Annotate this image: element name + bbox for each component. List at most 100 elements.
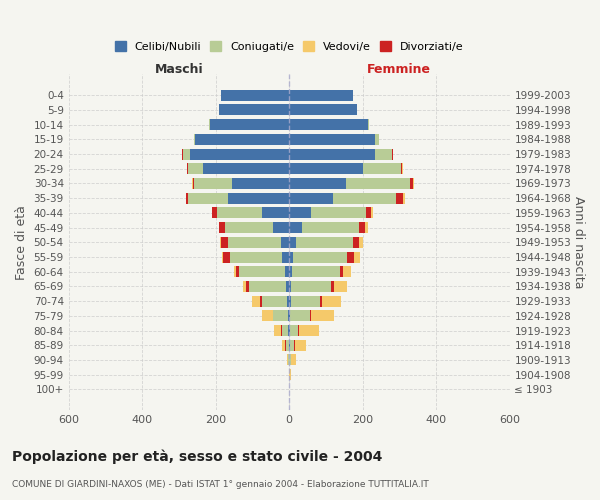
Bar <box>262 208 289 218</box>
Text: Maschi: Maschi <box>155 63 203 76</box>
Bar <box>210 119 289 130</box>
Bar <box>289 296 291 306</box>
Bar <box>310 310 311 322</box>
Bar <box>289 134 376 145</box>
Bar <box>230 252 282 262</box>
Bar <box>295 340 305 351</box>
Bar <box>219 222 225 233</box>
Bar <box>262 310 272 322</box>
Bar <box>243 281 247 292</box>
Bar <box>250 281 286 292</box>
Bar <box>289 252 293 262</box>
Bar <box>229 192 289 203</box>
Bar <box>289 310 290 322</box>
Bar <box>343 266 351 277</box>
Bar <box>302 222 359 233</box>
Bar <box>287 296 289 306</box>
Bar <box>289 90 353 101</box>
Bar <box>401 164 402 174</box>
Bar <box>220 237 221 248</box>
Bar <box>403 192 405 203</box>
Bar <box>290 340 294 351</box>
Bar <box>289 281 291 292</box>
Bar <box>353 237 359 248</box>
Bar <box>331 281 334 292</box>
Text: Femmine: Femmine <box>367 63 431 76</box>
Bar <box>239 266 286 277</box>
Bar <box>260 296 262 306</box>
Legend: Celibi/Nubili, Coniugati/e, Vedovi/e, Divorziati/e: Celibi/Nubili, Coniugati/e, Vedovi/e, Di… <box>110 36 468 56</box>
Bar <box>289 222 302 233</box>
Bar <box>286 340 289 351</box>
Bar <box>223 252 230 262</box>
Bar <box>359 222 365 233</box>
Bar <box>282 252 289 262</box>
Bar <box>289 325 290 336</box>
Bar <box>273 310 288 322</box>
Bar <box>247 281 250 292</box>
Bar <box>376 134 379 145</box>
Bar <box>376 148 392 160</box>
Text: Popolazione per età, sesso e stato civile - 2004: Popolazione per età, sesso e stato civil… <box>12 450 382 464</box>
Bar <box>410 178 413 189</box>
Bar <box>188 192 229 203</box>
Bar <box>234 266 236 277</box>
Bar <box>347 252 354 262</box>
Bar <box>320 296 322 306</box>
Bar <box>221 237 228 248</box>
Bar <box>272 222 289 233</box>
Bar <box>281 237 289 248</box>
Bar <box>203 164 289 174</box>
Bar <box>262 296 287 306</box>
Bar <box>288 354 289 366</box>
Bar <box>288 310 289 322</box>
Text: COMUNE DI GIARDINI-NAXOS (ME) - Dati ISTAT 1° gennaio 2004 - Elaborazione TUTTIT: COMUNE DI GIARDINI-NAXOS (ME) - Dati IST… <box>12 480 429 489</box>
Bar <box>209 119 210 130</box>
Bar <box>289 266 292 277</box>
Bar <box>340 266 343 277</box>
Bar <box>253 296 260 306</box>
Bar <box>286 266 289 277</box>
Bar <box>194 178 232 189</box>
Bar <box>413 178 415 189</box>
Bar <box>333 192 395 203</box>
Bar <box>222 252 223 262</box>
Bar <box>289 369 290 380</box>
Bar <box>225 222 272 233</box>
Bar <box>289 148 376 160</box>
Bar <box>346 178 410 189</box>
Bar <box>322 296 341 306</box>
Bar <box>291 281 331 292</box>
Bar <box>289 354 291 366</box>
Bar <box>217 208 262 218</box>
Bar <box>365 222 368 233</box>
Bar <box>293 252 347 262</box>
Bar <box>289 192 333 203</box>
Bar <box>291 296 320 306</box>
Bar <box>221 90 289 101</box>
Bar <box>368 119 369 130</box>
Bar <box>283 340 286 351</box>
Bar <box>290 325 298 336</box>
Bar <box>289 340 290 351</box>
Bar <box>196 134 289 145</box>
Bar <box>289 178 346 189</box>
Bar <box>287 354 288 366</box>
Bar <box>187 164 188 174</box>
Bar <box>232 178 289 189</box>
Bar <box>289 119 368 130</box>
Bar <box>186 192 188 203</box>
Bar <box>354 252 359 262</box>
Bar <box>190 148 289 160</box>
Bar <box>289 104 357 116</box>
Bar <box>228 237 281 248</box>
Y-axis label: Anni di nascita: Anni di nascita <box>572 196 585 288</box>
Bar <box>188 164 203 174</box>
Bar <box>272 310 273 322</box>
Bar <box>219 104 289 116</box>
Bar <box>290 310 310 322</box>
Bar <box>182 148 190 160</box>
Bar <box>194 134 196 145</box>
Y-axis label: Fasce di età: Fasce di età <box>15 205 28 280</box>
Bar <box>289 208 311 218</box>
